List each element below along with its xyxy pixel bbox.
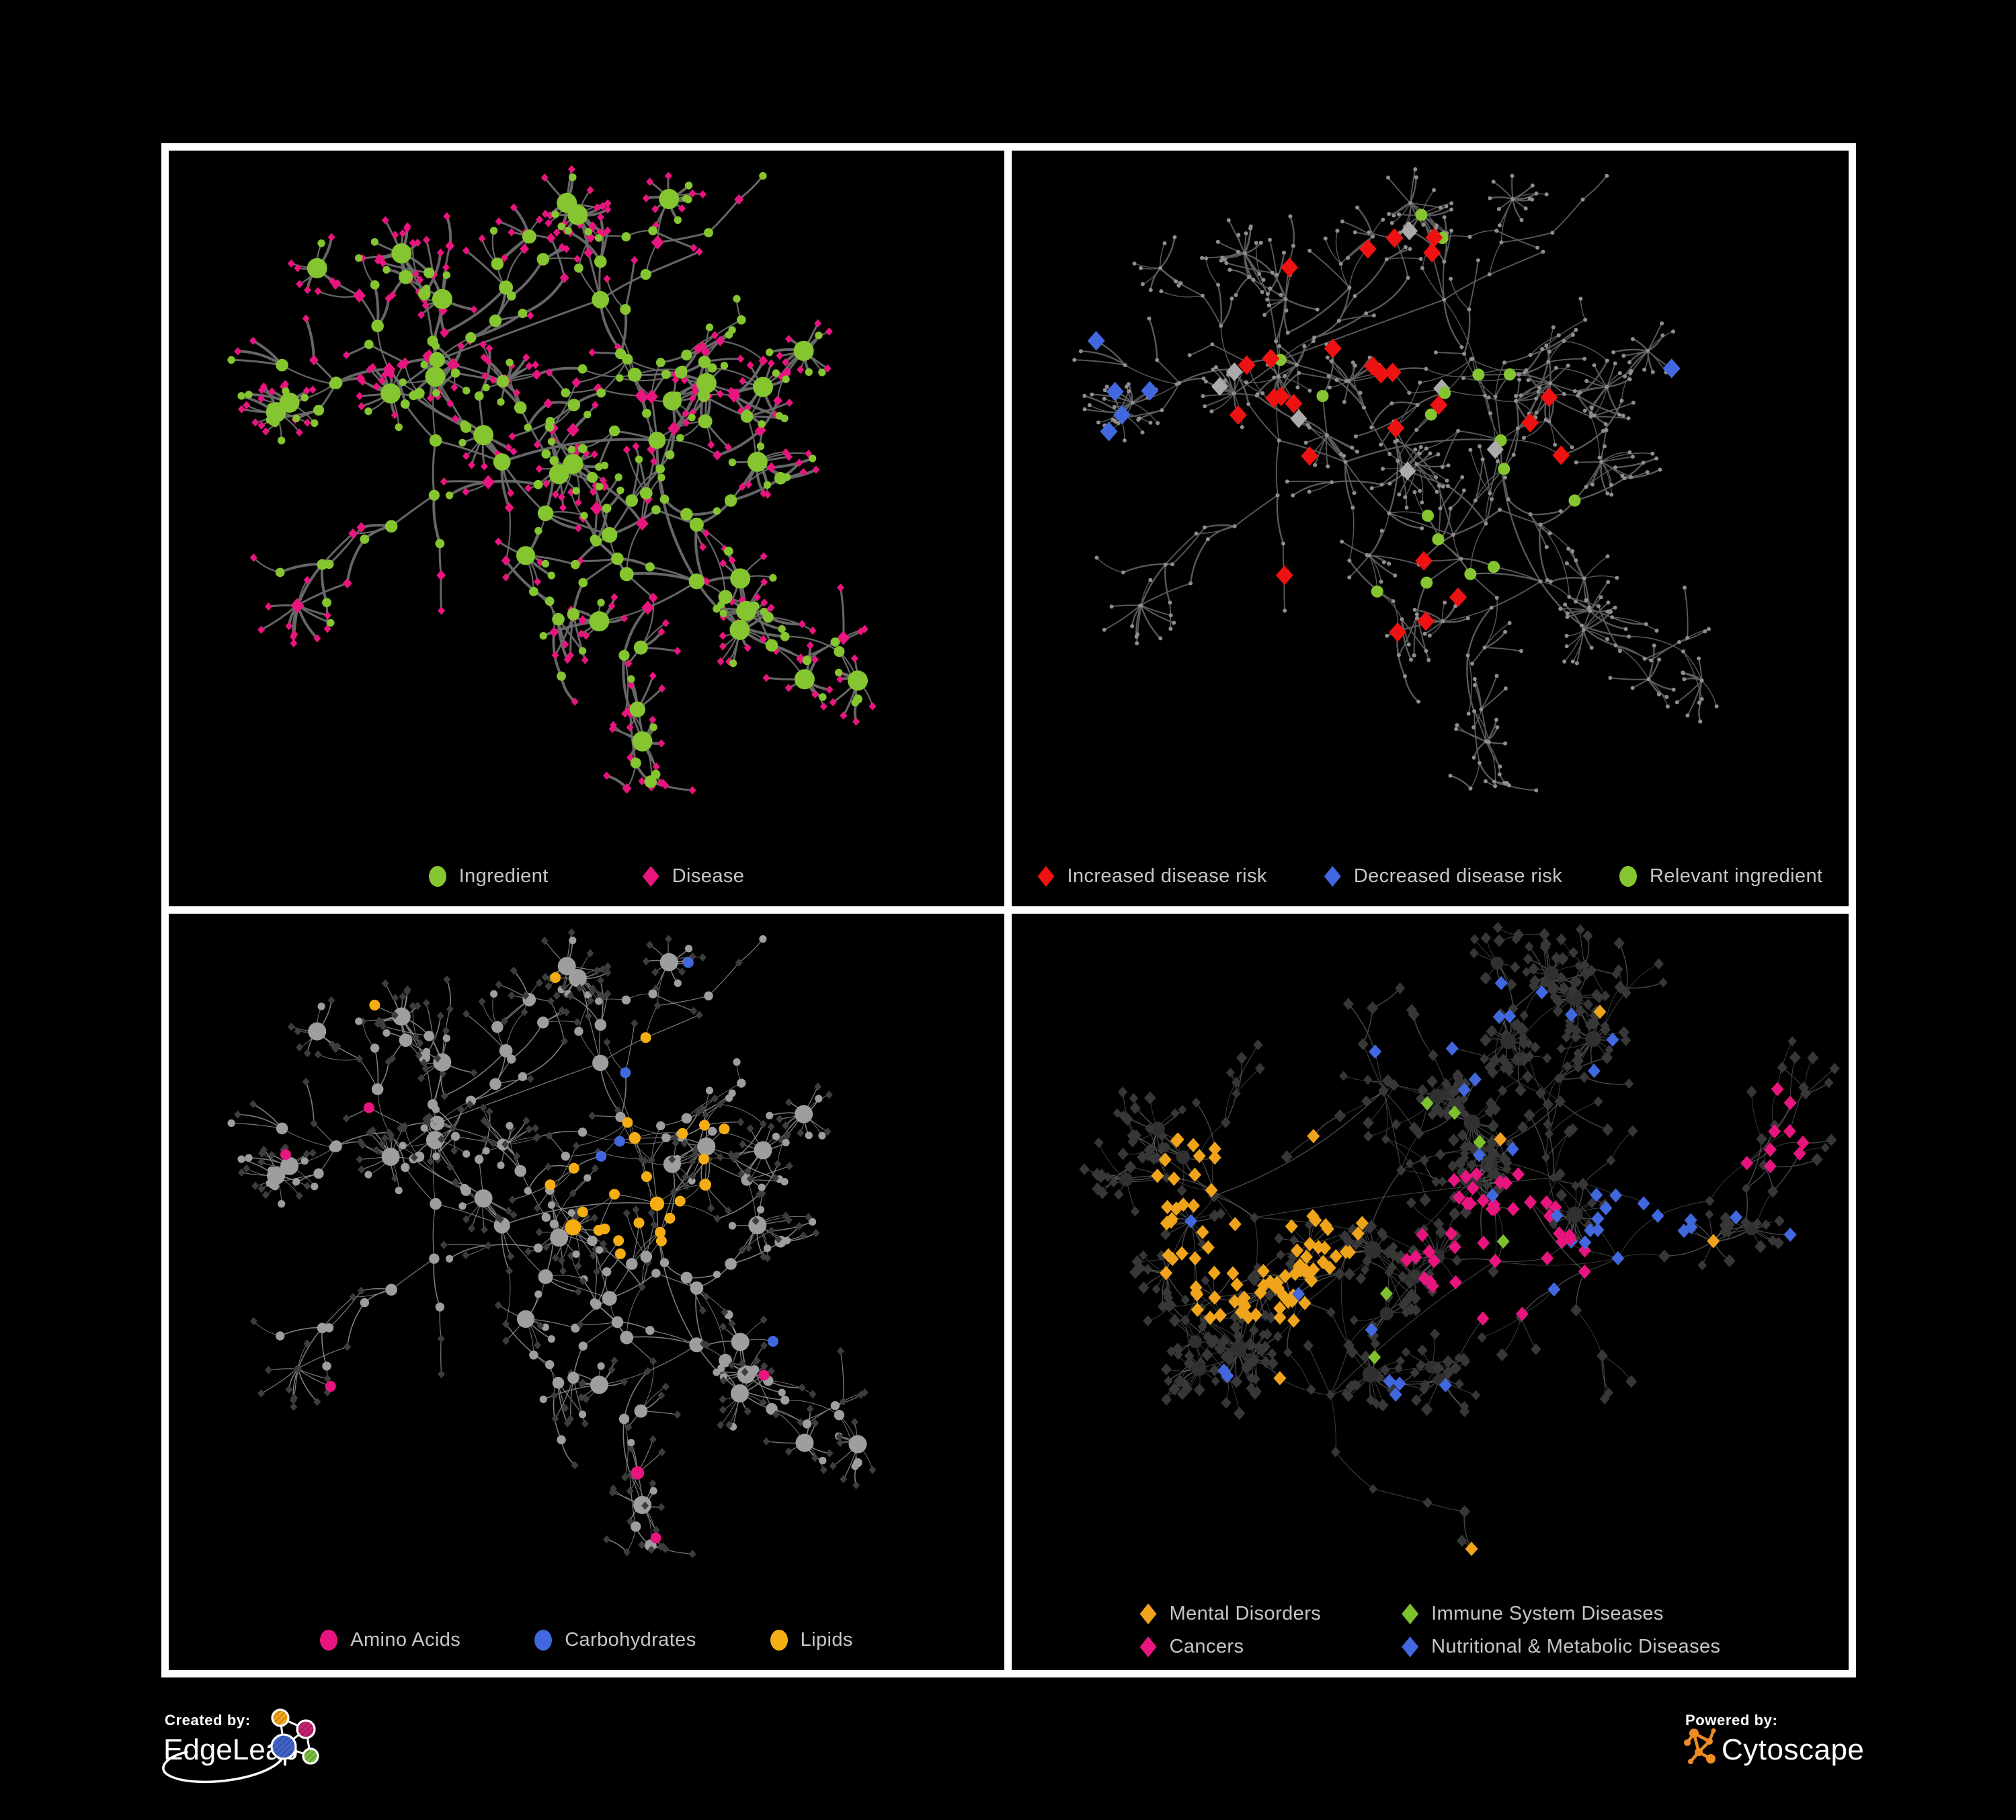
legend-label: Carbohydrates (565, 1629, 696, 1651)
legend-label: Mental Disorders (1169, 1603, 1322, 1624)
cytoscape-wordmark: Cytoscape (1722, 1733, 1865, 1766)
legend-macronutrient-classes: Amino Acids Carbohydrates Lipids (169, 1629, 1004, 1651)
circle-marker-icon (1619, 866, 1638, 887)
created-by-caption: Created by: (165, 1712, 251, 1729)
powered-by-caption: Powered by: (1685, 1712, 1778, 1729)
legend-label: Increased disease risk (1067, 865, 1267, 887)
legend-item-nutritional-metabolic-diseases: Nutritional & Metabolic Diseases (1402, 1636, 1720, 1658)
diamond-marker-icon (1402, 1636, 1419, 1657)
legend-item-lipids: Lipids (770, 1629, 853, 1651)
circle-marker-icon (534, 1630, 553, 1651)
legend-item-disease: Disease (642, 865, 745, 887)
cytoscape-logo-icon (1684, 1728, 1716, 1764)
legend-item-increased-disease-risk: Increased disease risk (1037, 865, 1266, 887)
legend-label: Decreased disease risk (1353, 865, 1563, 887)
edgeleap-wordmark: EdgeLeap (163, 1733, 298, 1766)
diamond-marker-icon (1324, 866, 1341, 887)
legend-label: Immune System Diseases (1431, 1603, 1664, 1624)
edgeleap-brand: Created by: EdgeLeap (162, 1706, 540, 1814)
legend-item-mental-disorders: Mental Disorders (1139, 1603, 1322, 1625)
network-disease-categories (1079, 922, 1840, 1556)
diamond-marker-icon (1402, 1604, 1419, 1624)
diamond-marker-icon (1037, 866, 1055, 887)
legend-label: Lipids (800, 1629, 853, 1651)
legend-label: Ingredient (458, 865, 549, 887)
network-ingredient-disease (227, 165, 877, 795)
cytoscape-brand: Powered by: Cytoscape (1684, 1706, 1886, 1814)
legend-item-carbohydrates: Carbohydrates (534, 1629, 696, 1651)
panel-macronutrient-classes: Amino Acids Carbohydrates Lipids (169, 914, 1004, 1670)
network-disease-risk (1072, 167, 1719, 793)
circle-marker-icon (320, 1630, 338, 1651)
branding-bar: Created by: EdgeLeap Powered by: Cytosc (0, 1706, 2016, 1817)
circle-marker-icon (428, 866, 446, 887)
diamond-marker-icon (1139, 1604, 1157, 1624)
legend-ingredient-disease: Ingredient Disease (169, 865, 1004, 887)
legend-item-decreased-disease-risk: Decreased disease risk (1324, 865, 1562, 887)
legend-label: Cancers (1169, 1636, 1244, 1657)
diamond-marker-icon (642, 866, 659, 887)
legend-label: Nutritional & Metabolic Diseases (1431, 1636, 1721, 1657)
legend-label: Disease (672, 865, 745, 887)
legend-item-amino-acids: Amino Acids (320, 1629, 460, 1651)
legend-item-ingredient: Ingredient (428, 865, 549, 887)
legend-label: Amino Acids (350, 1629, 461, 1651)
legend-item-cancers: Cancers (1139, 1636, 1322, 1658)
circle-marker-icon (770, 1630, 788, 1651)
legend-label: Relevant ingredient (1650, 865, 1823, 887)
panel-ingredient-disease: Ingredient Disease (169, 151, 1004, 906)
legend-item-relevant-ingredient: Relevant ingredient (1619, 865, 1822, 887)
network-macronutrient-classes (227, 928, 877, 1558)
figure-frame: Ingredient Disease Increased disease risk… (161, 143, 1856, 1677)
legend-disease-risk: Increased disease risk Decreased disease … (1012, 865, 1849, 887)
legend-item-immune-system-diseases: Immune System Diseases (1402, 1603, 1720, 1625)
legend-disease-categories: Mental Disorders Immune System Diseases Ca… (1012, 1603, 1849, 1658)
diamond-marker-icon (1139, 1636, 1157, 1657)
panel-disease-risk: Increased disease risk Decreased disease … (1012, 151, 1849, 906)
panel-disease-categories: Mental Disorders Immune System Diseases Ca… (1012, 914, 1849, 1670)
